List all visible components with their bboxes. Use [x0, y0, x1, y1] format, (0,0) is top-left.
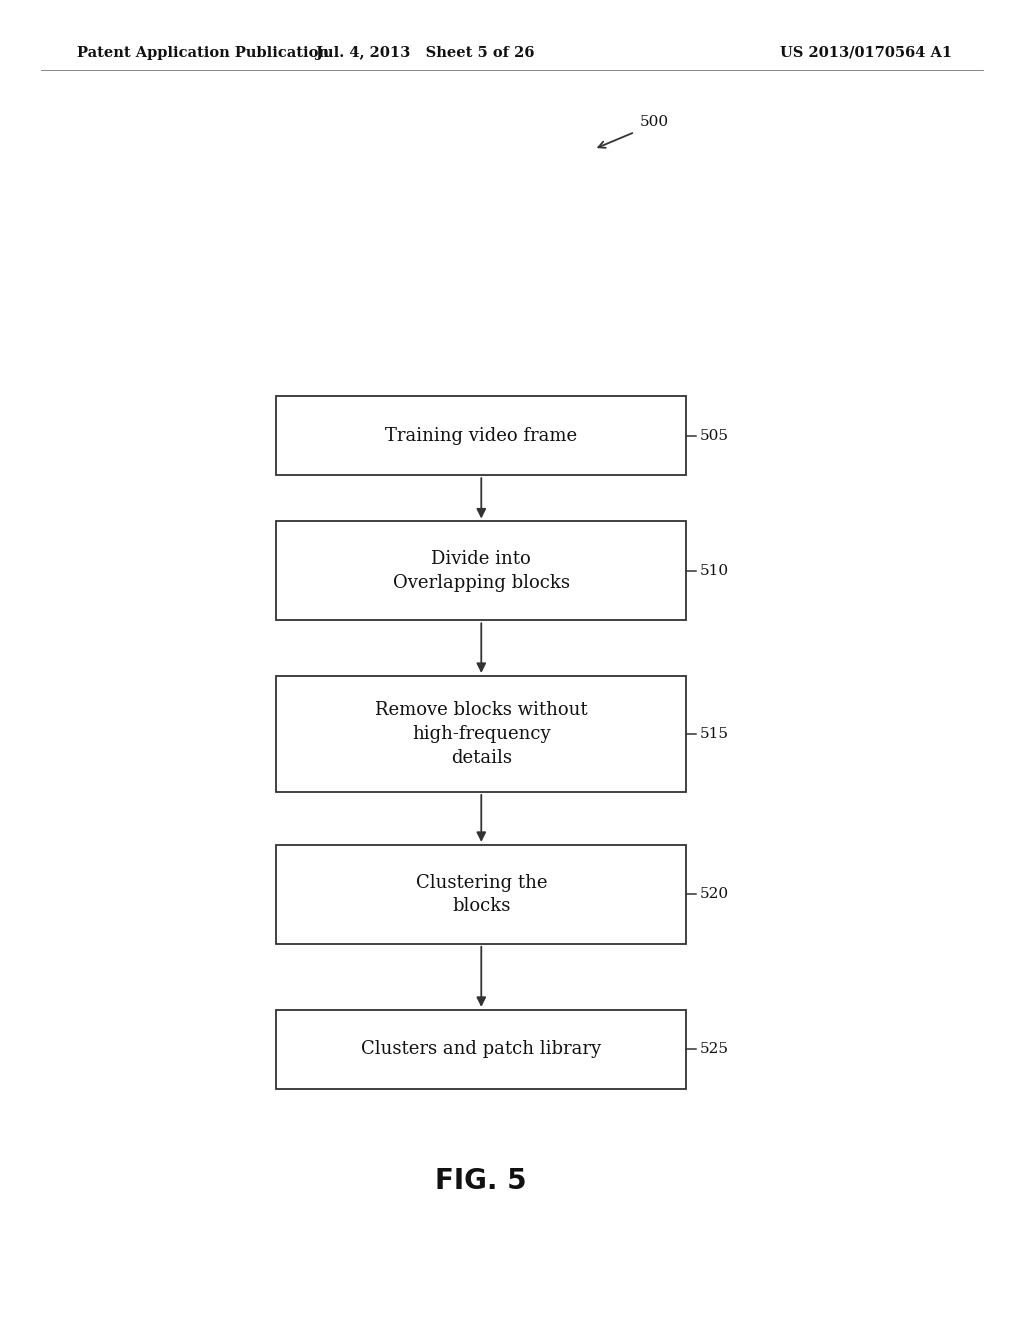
Bar [276, 521, 686, 620]
Text: 520: 520 [699, 887, 728, 902]
Text: US 2013/0170564 A1: US 2013/0170564 A1 [780, 46, 952, 59]
Text: 510: 510 [699, 564, 728, 578]
Bar [276, 845, 686, 944]
Text: 525: 525 [699, 1043, 728, 1056]
Text: Clusters and patch library: Clusters and patch library [361, 1040, 601, 1059]
Bar [276, 676, 686, 792]
Bar [276, 1010, 686, 1089]
Text: Divide into
Overlapping blocks: Divide into Overlapping blocks [393, 550, 569, 591]
Text: Jul. 4, 2013   Sheet 5 of 26: Jul. 4, 2013 Sheet 5 of 26 [315, 46, 535, 59]
Text: FIG. 5: FIG. 5 [435, 1167, 527, 1196]
Text: Clustering the
blocks: Clustering the blocks [416, 874, 547, 915]
Text: Training video frame: Training video frame [385, 426, 578, 445]
Text: 500: 500 [640, 115, 669, 129]
Text: 505: 505 [699, 429, 728, 442]
Bar [276, 396, 686, 475]
Text: Patent Application Publication: Patent Application Publication [77, 46, 329, 59]
Text: 515: 515 [699, 727, 728, 741]
Text: Remove blocks without
high-frequency
details: Remove blocks without high-frequency det… [375, 701, 588, 767]
